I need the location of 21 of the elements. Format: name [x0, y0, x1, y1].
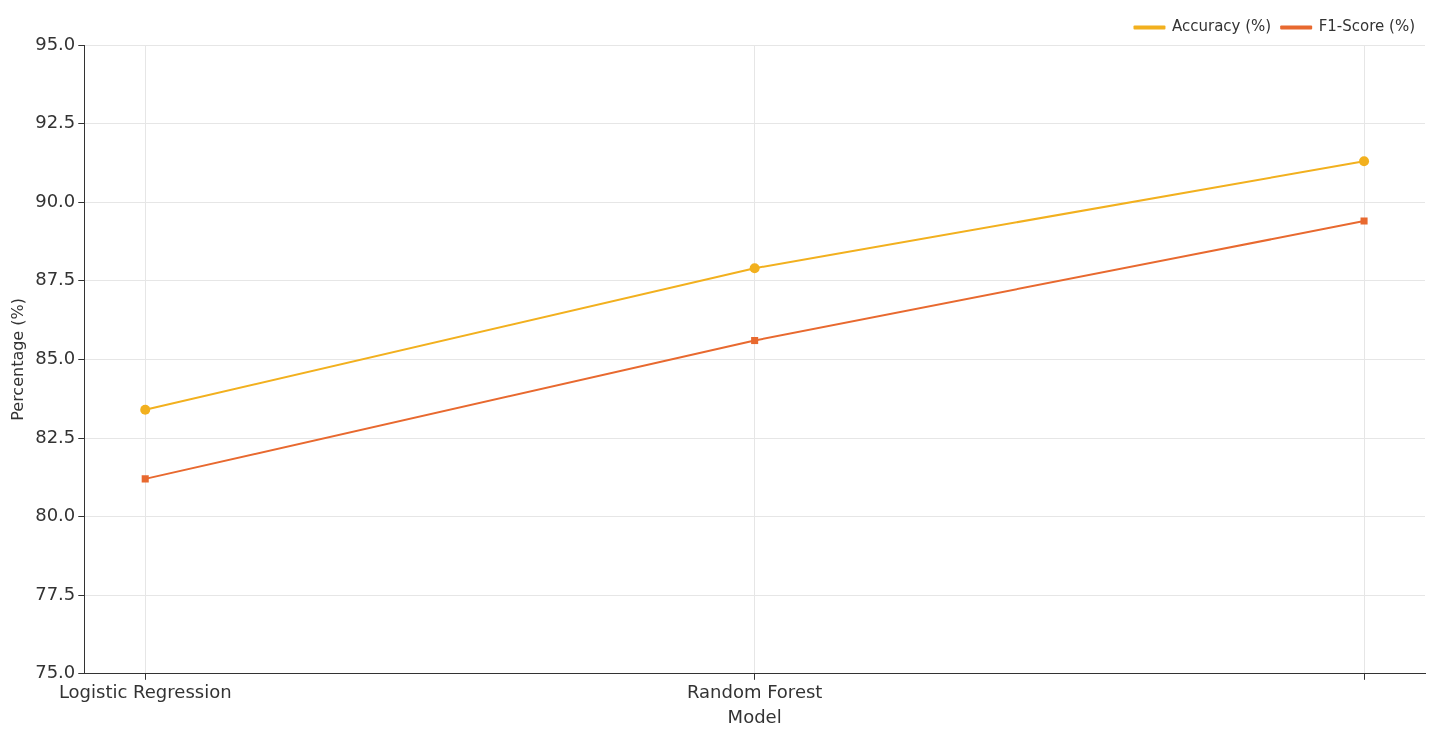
- y-tick-label: 92.5: [35, 111, 76, 133]
- point: [751, 337, 759, 345]
- legend-label: F1-Score (%): [1318, 17, 1416, 36]
- y-tick-label: 82.5: [35, 425, 76, 447]
- x-tick-label: Random Forest: [686, 681, 823, 703]
- y-tick-label: 80.0: [35, 504, 76, 526]
- y-tick-label: 85.0: [35, 347, 76, 369]
- legend-label: Accuracy (%): [1171, 17, 1272, 36]
- x-tick-label: Logistic Regression: [58, 681, 232, 703]
- y-tick-label: 87.5: [35, 268, 76, 290]
- y-tick-label: 90.0: [35, 189, 76, 211]
- point: [749, 263, 760, 274]
- x-axis-title: Model: [727, 705, 782, 727]
- y-axis-title: Percentage (%): [7, 298, 27, 421]
- point: [141, 475, 149, 483]
- y-tick-label: 95.0: [35, 32, 76, 54]
- y-tick-label: 75.0: [35, 661, 76, 683]
- y-tick-label: 77.5: [35, 582, 76, 604]
- point: [1360, 217, 1368, 225]
- point: [140, 404, 151, 415]
- point: [1359, 156, 1370, 167]
